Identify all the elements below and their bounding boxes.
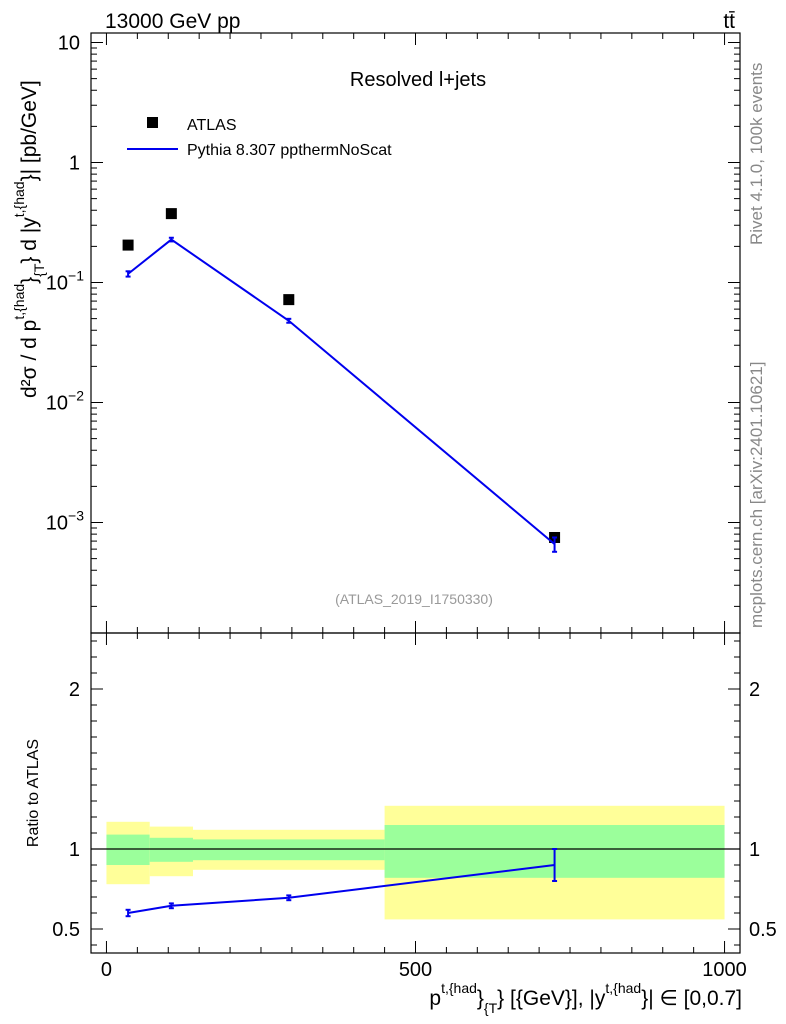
ratio-panel-background: [106, 805, 725, 920]
ratio-band-inner: [149, 837, 193, 862]
xlabel-sup1: t,{had: [441, 980, 477, 996]
x-axis-label: pt,{had}{T} [{GeV}], |yt,{had}| ∈ [0,0.7…: [429, 980, 742, 1016]
legend-label-pythia: Pythia 8.307 ppthermNoScat: [187, 142, 392, 159]
atlas-data-point: [122, 239, 134, 251]
main-y-tick-label: 1: [69, 153, 80, 175]
ratio-y-tick-label-right: 2: [749, 679, 760, 701]
atlas-data-point: [165, 208, 177, 220]
main-y-tick-base: 1: [69, 153, 80, 175]
ylabel-tail: }| [pb/GeV]: [18, 80, 41, 181]
main-y-tick-base: 10: [46, 513, 68, 535]
mcplots-label: mcplots.cern.ch [arXiv:2401.10621]: [747, 362, 766, 628]
main-panel-content: [122, 208, 561, 553]
ratio-mc-line: [127, 864, 555, 914]
pythia-mc-line: [127, 238, 556, 545]
legend-label-atlas: ATLAS: [187, 117, 237, 134]
main-y-tick-label: 10−2: [46, 388, 84, 415]
main-title: Resolved l+jets: [350, 69, 486, 91]
xlabel-sub1b: {T: [484, 1000, 498, 1016]
ylabel-sub1b: {T: [31, 263, 47, 277]
xlabel-sup2: t,{had: [605, 980, 641, 996]
ylabel-mid: d |y: [18, 217, 41, 257]
x-tick-label: 1000: [702, 959, 747, 981]
ratio-y-axis-label: Ratio to ATLAS: [25, 739, 42, 847]
legend-marker-atlas: [147, 117, 158, 128]
ylabel-base: d²σ / d p: [18, 320, 41, 398]
main-y-tick-base: 10: [46, 273, 68, 295]
ratio-y-tick-label-right: 0.5: [749, 919, 777, 941]
ratio-band-inner: [192, 839, 385, 861]
watermark: (ATLAS_2019_I1750330): [335, 591, 493, 607]
ylabel-sup2: t,{had: [11, 181, 27, 217]
main-y-tick-base: 10: [58, 33, 80, 55]
main-y-tick-exp: −2: [68, 388, 84, 404]
x-tick-label: 500: [399, 959, 432, 981]
main-y-tick-label: 10−3: [46, 508, 84, 535]
xlabel-mid: [{GeV}], |y: [504, 987, 606, 1010]
ratio-y-tick-label-left: 0.5: [52, 919, 80, 941]
atlas-data-point: [283, 294, 295, 306]
main-y-tick-base: 10: [46, 393, 68, 415]
main-y-axis-label: d²σ / d pt,{had}{T} d |yt,{had}| [pb/GeV…: [11, 80, 47, 398]
ratio-y-tick-label-left: 2: [69, 679, 80, 701]
rivet-label: Rivet 4.1.0, 100k events: [747, 63, 766, 245]
ylabel-sup1: t,{had: [11, 284, 27, 320]
xlabel-sub1: }: [477, 987, 484, 1010]
main-y-tick-label: 10−1: [46, 268, 84, 295]
ratio-y-tick-label-left: 1: [69, 839, 80, 861]
xlabel-p: p: [429, 987, 441, 1010]
x-tick-label: 0: [101, 959, 112, 981]
header-right: tt̄: [723, 10, 735, 33]
ratio-panel-content: [91, 848, 740, 918]
ratio-band-inner: [106, 834, 150, 865]
ratio-y-tick-label-right: 1: [749, 839, 760, 861]
main-y-tick-label: 10: [58, 33, 80, 55]
ylabel-sub1c: }: [18, 257, 41, 264]
main-y-tick-exp: −3: [68, 508, 84, 524]
xlabel-sub1c: }: [497, 987, 504, 1010]
header-left: 13000 GeV pp: [105, 10, 240, 33]
xlabel-tail: }| ∈ [0,0.7]: [641, 987, 742, 1010]
ylabel-sub1: }: [18, 277, 41, 284]
main-y-tick-exp: −1: [68, 268, 84, 284]
